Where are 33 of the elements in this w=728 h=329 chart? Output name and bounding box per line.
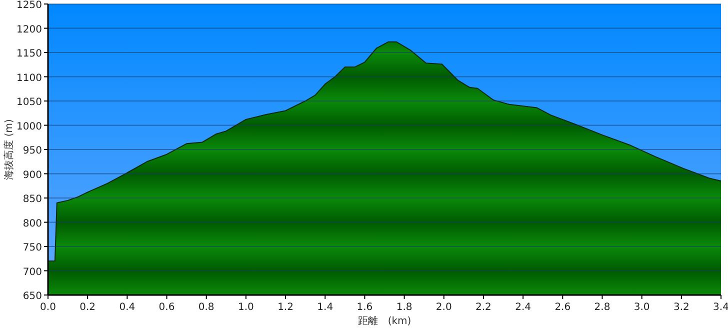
y-tick-label: 1150 bbox=[16, 48, 42, 60]
x-tick-label: 0.6 bbox=[158, 302, 175, 313]
x-tick-label: 2.0 bbox=[436, 302, 452, 313]
x-tick-label: 2.6 bbox=[554, 302, 571, 313]
y-axis-title: 海抜高度 (m) bbox=[3, 119, 15, 180]
y-tick-label: 700 bbox=[22, 266, 42, 278]
y-tick-label: 950 bbox=[22, 146, 42, 156]
x-tick-label: 2.4 bbox=[515, 302, 532, 313]
x-tick-label: 3.0 bbox=[634, 302, 650, 313]
y-tick-label: 650 bbox=[22, 291, 42, 302]
x-tick-label: 0.4 bbox=[119, 302, 136, 313]
x-tick-label: 0.8 bbox=[198, 302, 214, 313]
y-tick-label: 850 bbox=[22, 194, 42, 205]
x-tick-label: 2.8 bbox=[594, 302, 610, 313]
x-axis-title: 距離 (km) bbox=[358, 315, 412, 327]
x-tick-label: 2.2 bbox=[476, 302, 492, 313]
y-tick-label: 900 bbox=[22, 170, 42, 181]
x-tick-label: 3.2 bbox=[673, 302, 690, 313]
y-tick-label: 1200 bbox=[16, 24, 42, 36]
x-tick-label: 1.6 bbox=[356, 302, 373, 313]
y-tick-label: 750 bbox=[22, 242, 42, 254]
x-tick-label: 0.0 bbox=[40, 302, 56, 313]
x-tick-label: 0.2 bbox=[80, 302, 96, 313]
x-tick-label: 1.4 bbox=[317, 302, 334, 313]
y-tick-label: 1100 bbox=[16, 72, 42, 84]
y-tick-label: 1000 bbox=[16, 121, 42, 132]
x-tick-label: 3.4 bbox=[713, 302, 728, 313]
y-tick-label: 1250 bbox=[16, 0, 42, 11]
y-tick-label: 800 bbox=[22, 218, 42, 230]
x-tick-label: 1.8 bbox=[396, 302, 412, 313]
y-tick-label: 1050 bbox=[16, 97, 42, 108]
x-tick-label: 1.2 bbox=[278, 302, 294, 313]
x-tick-label: 1.0 bbox=[238, 302, 254, 313]
